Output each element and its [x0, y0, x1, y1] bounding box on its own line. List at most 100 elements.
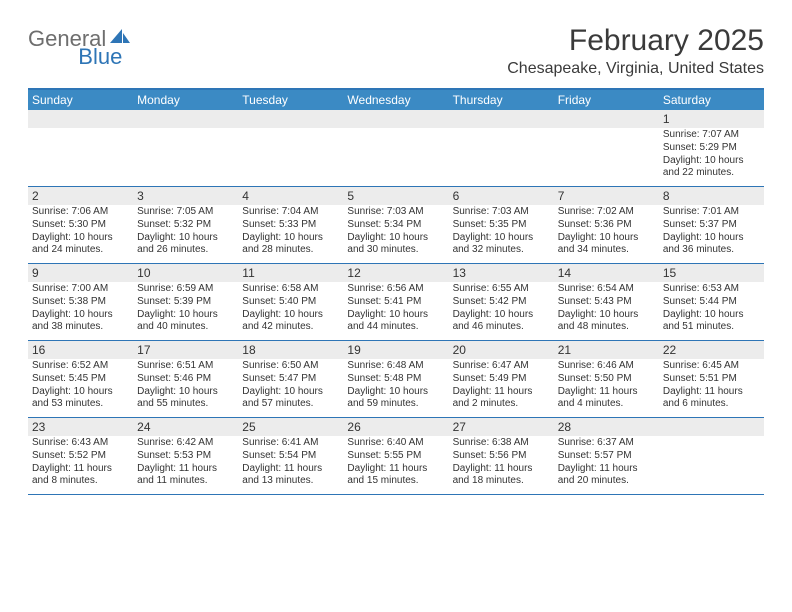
day-cell: Sunrise: 6:45 AMSunset: 5:51 PMDaylight:… [659, 359, 764, 417]
sunrise-text: Sunrise: 6:51 AM [137, 360, 234, 373]
sunrise-text: Sunrise: 6:47 AM [453, 360, 550, 373]
day-cell [28, 128, 133, 186]
day-cell [238, 128, 343, 186]
day-cell: Sunrise: 6:52 AMSunset: 5:45 PMDaylight:… [28, 359, 133, 417]
day-number: 22 [659, 341, 764, 359]
day-cell: Sunrise: 6:43 AMSunset: 5:52 PMDaylight:… [28, 436, 133, 494]
sunset-text: Sunset: 5:30 PM [32, 219, 129, 232]
day-cell [343, 128, 448, 186]
day-cell: Sunrise: 6:50 AMSunset: 5:47 PMDaylight:… [238, 359, 343, 417]
day-number: 7 [554, 187, 659, 205]
day-number: 18 [238, 341, 343, 359]
daylight-text: Daylight: 11 hours and 2 minutes. [453, 386, 550, 412]
day-cell: Sunrise: 6:47 AMSunset: 5:49 PMDaylight:… [449, 359, 554, 417]
day-number [238, 110, 343, 128]
sunrise-text: Sunrise: 6:46 AM [558, 360, 655, 373]
sunrise-text: Sunrise: 6:54 AM [558, 283, 655, 296]
weekday-header-row: SundayMondayTuesdayWednesdayThursdayFrid… [28, 90, 764, 110]
daylight-text: Daylight: 11 hours and 6 minutes. [663, 386, 760, 412]
day-number [659, 418, 764, 436]
daylight-text: Daylight: 11 hours and 8 minutes. [32, 463, 129, 489]
sunrise-text: Sunrise: 6:38 AM [453, 437, 550, 450]
sunset-text: Sunset: 5:50 PM [558, 373, 655, 386]
day-cell: Sunrise: 6:56 AMSunset: 5:41 PMDaylight:… [343, 282, 448, 340]
sunset-text: Sunset: 5:41 PM [347, 296, 444, 309]
day-number: 13 [449, 264, 554, 282]
week-row: 9101112131415Sunrise: 7:00 AMSunset: 5:3… [28, 264, 764, 341]
sunset-text: Sunset: 5:55 PM [347, 450, 444, 463]
day-number: 16 [28, 341, 133, 359]
day-cell [554, 128, 659, 186]
day-number: 9 [28, 264, 133, 282]
day-cell: Sunrise: 6:55 AMSunset: 5:42 PMDaylight:… [449, 282, 554, 340]
day-number: 3 [133, 187, 238, 205]
sunrise-text: Sunrise: 6:52 AM [32, 360, 129, 373]
sunset-text: Sunset: 5:43 PM [558, 296, 655, 309]
daylight-text: Daylight: 10 hours and 28 minutes. [242, 232, 339, 258]
sunset-text: Sunset: 5:37 PM [663, 219, 760, 232]
day-cell: Sunrise: 6:59 AMSunset: 5:39 PMDaylight:… [133, 282, 238, 340]
sunrise-text: Sunrise: 7:03 AM [347, 206, 444, 219]
day-number: 8 [659, 187, 764, 205]
day-number: 24 [133, 418, 238, 436]
day-cell: Sunrise: 6:48 AMSunset: 5:48 PMDaylight:… [343, 359, 448, 417]
daylight-text: Daylight: 11 hours and 15 minutes. [347, 463, 444, 489]
sunset-text: Sunset: 5:38 PM [32, 296, 129, 309]
daylight-text: Daylight: 10 hours and 30 minutes. [347, 232, 444, 258]
daylight-text: Daylight: 10 hours and 42 minutes. [242, 309, 339, 335]
day-number: 6 [449, 187, 554, 205]
day-number [343, 110, 448, 128]
day-number: 10 [133, 264, 238, 282]
sunrise-text: Sunrise: 6:58 AM [242, 283, 339, 296]
day-number: 11 [238, 264, 343, 282]
day-number: 5 [343, 187, 448, 205]
sunrise-text: Sunrise: 6:42 AM [137, 437, 234, 450]
day-cell: Sunrise: 7:03 AMSunset: 5:35 PMDaylight:… [449, 205, 554, 263]
sunset-text: Sunset: 5:51 PM [663, 373, 760, 386]
day-cell: Sunrise: 6:41 AMSunset: 5:54 PMDaylight:… [238, 436, 343, 494]
sunrise-text: Sunrise: 6:59 AM [137, 283, 234, 296]
sunset-text: Sunset: 5:32 PM [137, 219, 234, 232]
sunset-text: Sunset: 5:44 PM [663, 296, 760, 309]
sunset-text: Sunset: 5:57 PM [558, 450, 655, 463]
daylight-text: Daylight: 11 hours and 4 minutes. [558, 386, 655, 412]
day-cell: Sunrise: 7:02 AMSunset: 5:36 PMDaylight:… [554, 205, 659, 263]
day-number: 27 [449, 418, 554, 436]
sunrise-text: Sunrise: 6:37 AM [558, 437, 655, 450]
sunrise-text: Sunrise: 7:04 AM [242, 206, 339, 219]
logo-word2: Blue [78, 44, 122, 70]
daylight-text: Daylight: 10 hours and 53 minutes. [32, 386, 129, 412]
day-number: 4 [238, 187, 343, 205]
sunset-text: Sunset: 5:53 PM [137, 450, 234, 463]
day-cell: Sunrise: 6:40 AMSunset: 5:55 PMDaylight:… [343, 436, 448, 494]
daylight-text: Daylight: 10 hours and 40 minutes. [137, 309, 234, 335]
daylight-text: Daylight: 11 hours and 18 minutes. [453, 463, 550, 489]
sunset-text: Sunset: 5:54 PM [242, 450, 339, 463]
sunrise-text: Sunrise: 7:01 AM [663, 206, 760, 219]
day-cell: Sunrise: 6:42 AMSunset: 5:53 PMDaylight:… [133, 436, 238, 494]
day-number: 12 [343, 264, 448, 282]
daylight-text: Daylight: 11 hours and 20 minutes. [558, 463, 655, 489]
calendar: SundayMondayTuesdayWednesdayThursdayFrid… [28, 88, 764, 495]
day-cell: Sunrise: 7:01 AMSunset: 5:37 PMDaylight:… [659, 205, 764, 263]
day-cell: Sunrise: 7:03 AMSunset: 5:34 PMDaylight:… [343, 205, 448, 263]
sunset-text: Sunset: 5:34 PM [347, 219, 444, 232]
day-number: 19 [343, 341, 448, 359]
day-cell: Sunrise: 7:04 AMSunset: 5:33 PMDaylight:… [238, 205, 343, 263]
daylight-text: Daylight: 10 hours and 57 minutes. [242, 386, 339, 412]
day-number: 15 [659, 264, 764, 282]
location: Chesapeake, Virginia, United States [507, 60, 764, 78]
daylight-text: Daylight: 11 hours and 13 minutes. [242, 463, 339, 489]
day-number [449, 110, 554, 128]
day-cell: Sunrise: 6:54 AMSunset: 5:43 PMDaylight:… [554, 282, 659, 340]
sunset-text: Sunset: 5:45 PM [32, 373, 129, 386]
sunset-text: Sunset: 5:36 PM [558, 219, 655, 232]
sunrise-text: Sunrise: 7:02 AM [558, 206, 655, 219]
sunset-text: Sunset: 5:52 PM [32, 450, 129, 463]
day-number: 25 [238, 418, 343, 436]
sunrise-text: Sunrise: 6:45 AM [663, 360, 760, 373]
day-cell: Sunrise: 6:38 AMSunset: 5:56 PMDaylight:… [449, 436, 554, 494]
daylight-text: Daylight: 10 hours and 44 minutes. [347, 309, 444, 335]
daylight-text: Daylight: 10 hours and 51 minutes. [663, 309, 760, 335]
sunset-text: Sunset: 5:46 PM [137, 373, 234, 386]
